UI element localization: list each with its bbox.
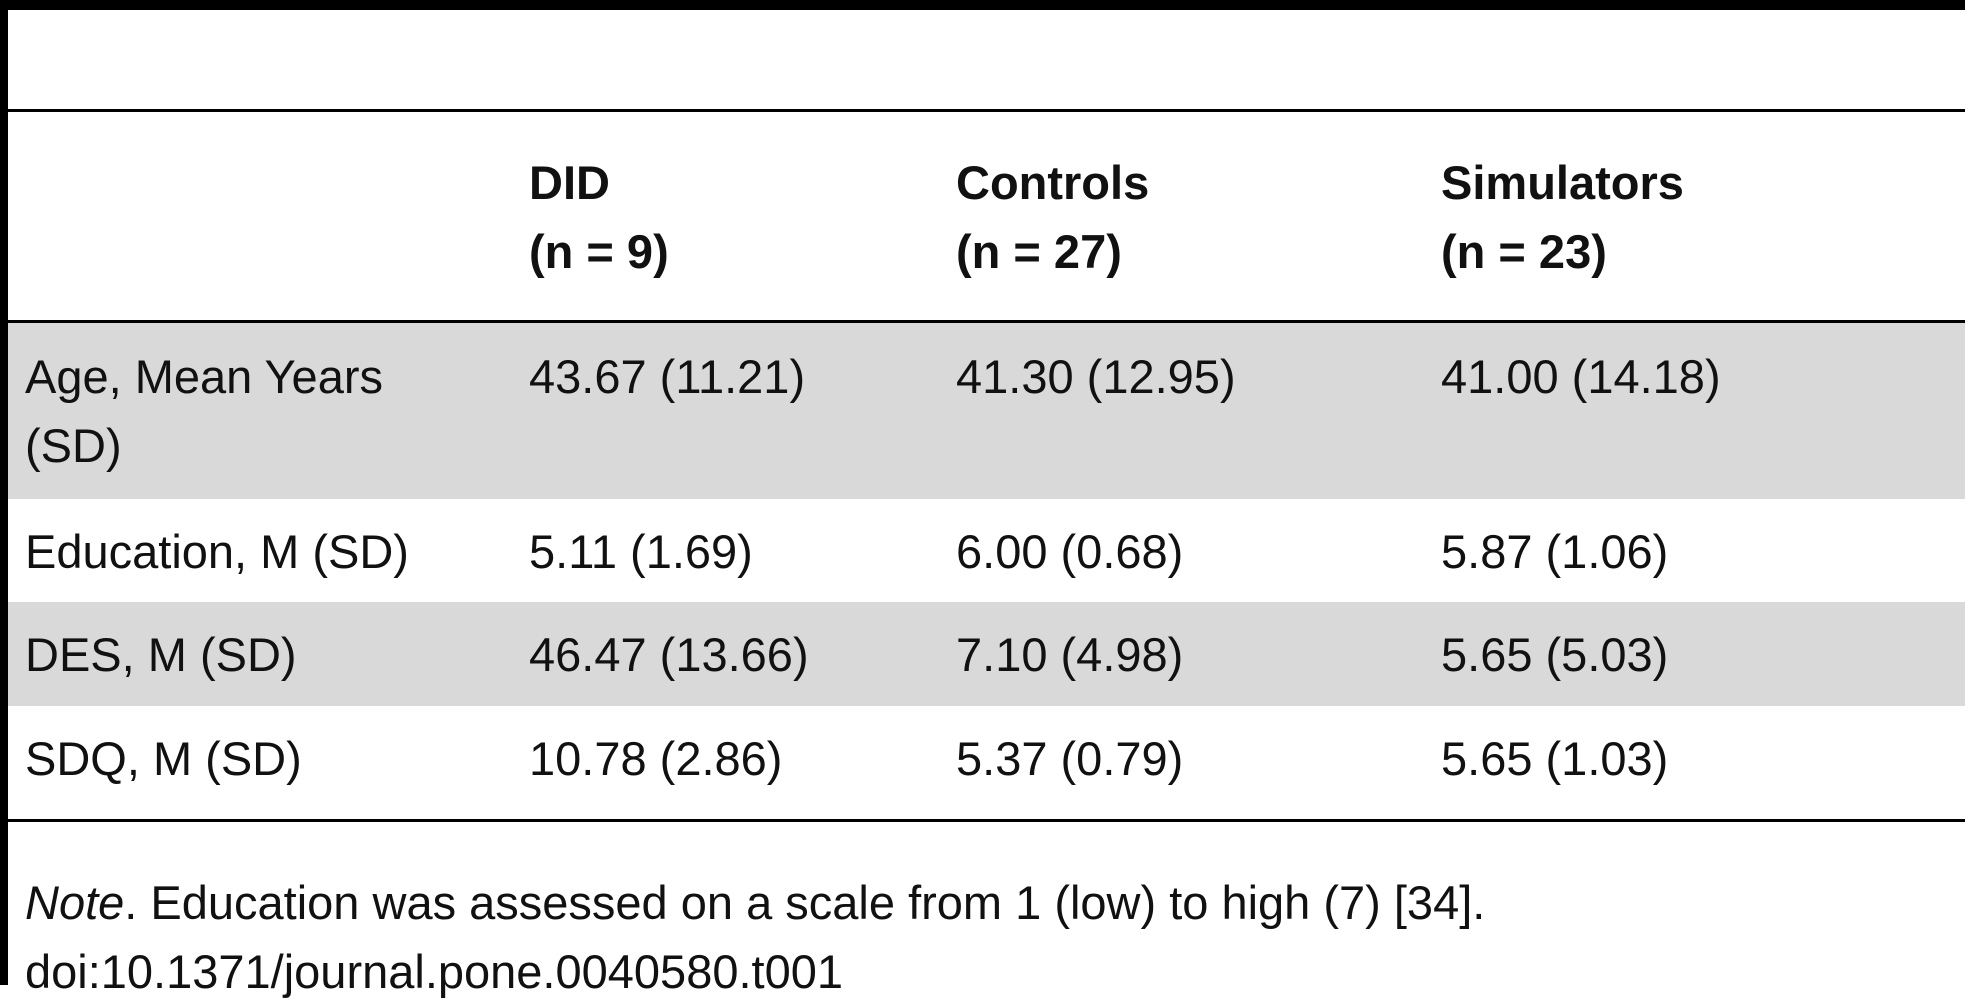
- table-cell: 41.30 (12.95): [956, 350, 1236, 403]
- note-label: Note: [25, 876, 125, 929]
- header-cell: DID: [529, 156, 610, 209]
- top-rule: [0, 0, 1965, 10]
- rule: [8, 819, 1965, 822]
- header-cell: (n = 9): [529, 225, 669, 278]
- table-cell: SDQ, M (SD): [25, 732, 302, 785]
- rule: [8, 320, 1965, 323]
- footnote: Note. Education was assessed on a scale …: [25, 868, 1485, 937]
- header-cell: Simulators: [1441, 156, 1684, 209]
- table-cell: 41.00 (14.18): [1441, 350, 1721, 403]
- table-cell: 5.65 (5.03): [1441, 628, 1669, 681]
- doi: doi:10.1371/journal.pone.0040580.t001: [25, 945, 844, 998]
- header-cell: Controls: [956, 156, 1150, 209]
- left-rule: [0, 0, 8, 985]
- header-cell: (n = 23): [1441, 225, 1607, 278]
- table-cell: DES, M (SD): [25, 628, 297, 681]
- rule: [8, 109, 1965, 112]
- table-cell: (SD): [25, 419, 122, 472]
- header-cell: (n = 27): [956, 225, 1122, 278]
- row-shade: [8, 602, 1965, 706]
- table-cell: 6.00 (0.68): [956, 525, 1184, 578]
- table-cell: 46.47 (13.66): [529, 628, 809, 681]
- table-cell: 43.67 (11.21): [529, 350, 806, 403]
- table-cell: 5.65 (1.03): [1441, 732, 1669, 785]
- table-cell: 5.87 (1.06): [1441, 525, 1669, 578]
- row-shade: [8, 323, 1965, 499]
- table-cell: 5.11 (1.69): [529, 525, 753, 578]
- table-cell: 10.78 (2.86): [529, 732, 783, 785]
- table-cell: 7.10 (4.98): [956, 628, 1184, 681]
- table-cell: Education, M (SD): [25, 525, 409, 578]
- table-cell: Age, Mean Years: [25, 350, 383, 403]
- table-cell: 5.37 (0.79): [956, 732, 1184, 785]
- note-text: . Education was assessed on a scale from…: [124, 876, 1486, 929]
